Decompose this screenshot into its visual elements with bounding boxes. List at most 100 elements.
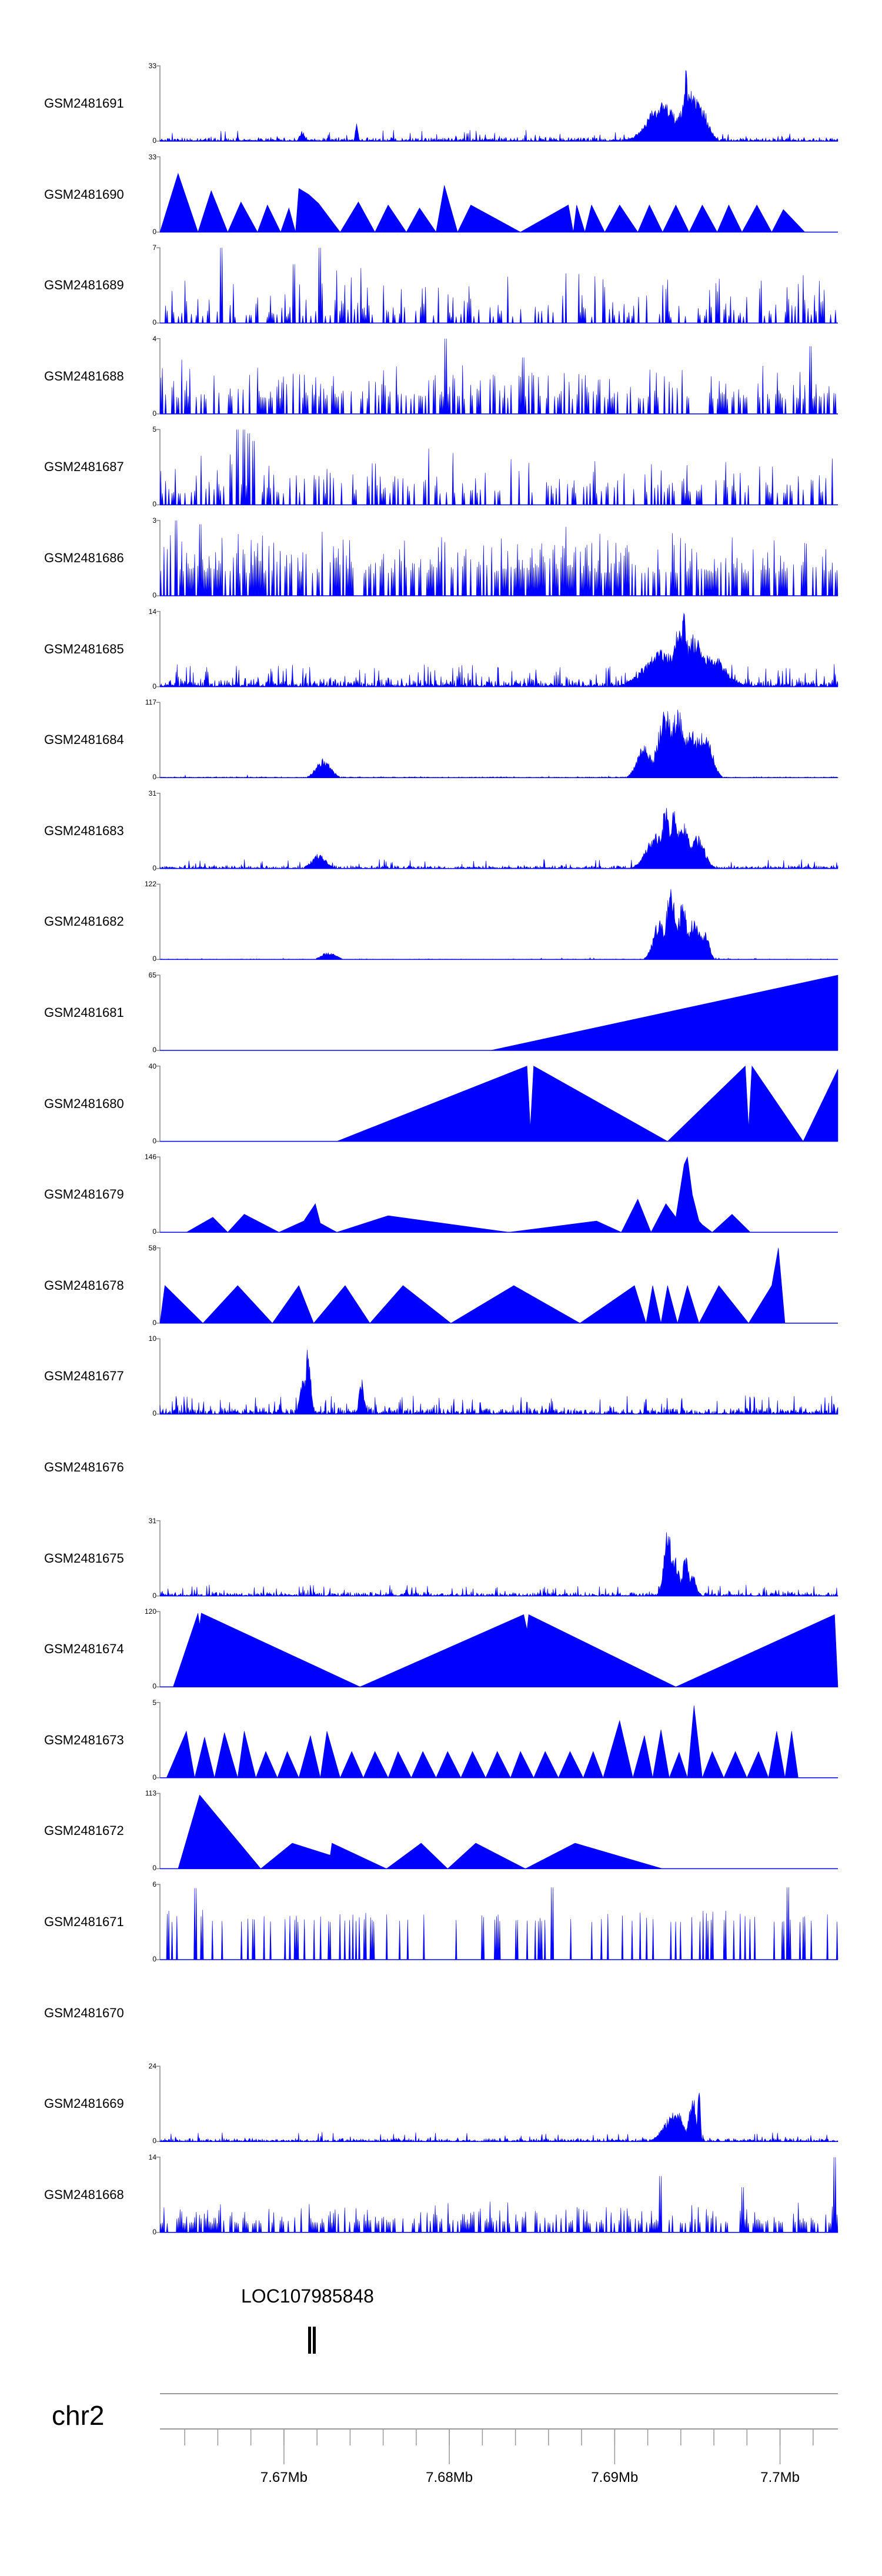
y-axis-max-label: 120 (144, 1607, 156, 1616)
axis-tick-label: 7.69Mb (591, 2470, 638, 2485)
track-label: GSM2481669 (44, 2096, 124, 2111)
y-axis-max-label: 14 (148, 607, 156, 616)
y-axis-max-label: 146 (144, 1153, 156, 1162)
y-axis-min-label: 0 (152, 682, 156, 690)
y-axis-max-label: 5 (152, 1698, 156, 1707)
y-axis-max-label: 5 (152, 425, 156, 434)
gene-feature-mark (308, 2327, 318, 2354)
y-axis-min-label: 0 (152, 2227, 156, 2236)
track-label: GSM2481668 (44, 2187, 124, 2202)
y-axis-line (156, 1156, 161, 1233)
track-label: GSM2481682 (44, 914, 124, 929)
y-axis-max-label: 113 (145, 1789, 156, 1798)
y-axis-line (156, 1338, 161, 1415)
y-axis-line (156, 247, 161, 323)
y-axis-max-label: 14 (148, 2153, 156, 2161)
y-axis-max-label: 33 (148, 62, 156, 70)
y-axis-line (156, 338, 161, 415)
y-axis-min-label: 0 (152, 1136, 156, 1145)
axis-tick-label: 7.7Mb (760, 2470, 800, 2485)
y-axis-min-label: 0 (152, 1773, 156, 1781)
track-label: GSM2481674 (44, 1641, 124, 1657)
track-label: GSM2481677 (44, 1369, 124, 1384)
y-axis-line (156, 156, 161, 233)
y-axis-min-label: 0 (152, 1682, 156, 1691)
y-axis-line (156, 1702, 161, 1778)
y-axis-max-label: 6 (152, 1880, 156, 1888)
y-axis-line (156, 702, 161, 778)
y-axis-line (156, 1520, 161, 1597)
track-label: GSM2481686 (44, 550, 124, 565)
track-label: GSM2481671 (44, 1914, 124, 1929)
y-axis-min-label: 0 (152, 409, 156, 418)
coverage-area (185, 1156, 751, 1233)
coverage-area (160, 248, 838, 323)
genome-axis: 7.67Mb 7.68Mb 7.69Mb 7.7Mb (160, 2393, 838, 2485)
coverage-area (159, 612, 838, 688)
y-axis-min-label: 0 (152, 1591, 156, 1600)
y-axis-line (156, 429, 161, 506)
y-axis-min-label: 0 (152, 1955, 156, 1963)
track-label: GSM2481675 (44, 1550, 124, 1566)
y-axis-max-label: 117 (145, 698, 156, 707)
y-axis-min-label: 0 (152, 318, 156, 327)
y-axis-max-label: 58 (148, 1243, 156, 1252)
y-axis-line (156, 1884, 161, 1960)
coverage-area (336, 1065, 838, 1142)
coverage-area (159, 2093, 838, 2143)
y-axis-min-label: 0 (152, 1864, 156, 1873)
y-axis-max-label: 7 (152, 243, 156, 252)
coverage-area (178, 1794, 744, 1869)
y-axis-line (156, 1065, 161, 1142)
y-axis-line (156, 883, 161, 960)
y-axis-min-label: 0 (152, 1227, 156, 1236)
gene-label: LOC107985848 (241, 2285, 374, 2307)
axis-tick-label: 7.68Mb (426, 2470, 473, 2485)
coverage-area (159, 429, 838, 505)
y-axis-max-label: 122 (144, 880, 156, 889)
y-axis-min-label: 0 (152, 136, 156, 145)
track-label: GSM2481685 (44, 641, 124, 656)
y-axis-min-label: 0 (152, 1046, 156, 1054)
y-axis-max-label: 24 (148, 2062, 156, 2071)
y-axis-line (156, 975, 161, 1051)
track-label: GSM2481687 (44, 459, 124, 475)
coverage-area (159, 2157, 838, 2233)
coverage-area (159, 70, 838, 142)
y-axis-line (156, 1611, 161, 1687)
coverage-area (159, 172, 806, 233)
y-axis-min-label: 0 (152, 773, 156, 782)
y-axis-min-label: 0 (152, 500, 156, 509)
track-label: GSM2481672 (44, 1823, 124, 1838)
y-axis-max-label: 10 (148, 1334, 156, 1343)
y-axis-line (156, 793, 161, 869)
y-axis-min-label: 0 (152, 591, 156, 599)
coverage-area (159, 807, 838, 869)
track-label: GSM2481683 (44, 823, 124, 838)
axis-tick-label: 7.67Mb (260, 2470, 308, 2485)
track-label: GSM2481679 (44, 1187, 124, 1202)
y-axis-max-label: 3 (152, 516, 156, 525)
track-label: GSM2481690 (44, 186, 124, 202)
y-axis-max-label: 65 (148, 971, 156, 979)
y-axis-line (156, 2066, 161, 2142)
coverage-area (173, 1613, 838, 1687)
track-label: GSM2481681 (44, 1005, 124, 1020)
y-axis-max-label: 40 (148, 1062, 156, 1070)
